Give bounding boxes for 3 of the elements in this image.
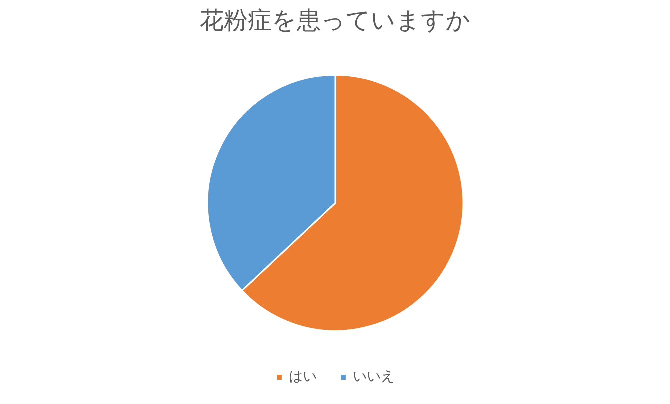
- chart-title: 花粉症を患っていますか: [200, 8, 471, 34]
- legend-label: はい: [289, 368, 317, 386]
- legend-label: いいえ: [353, 368, 395, 386]
